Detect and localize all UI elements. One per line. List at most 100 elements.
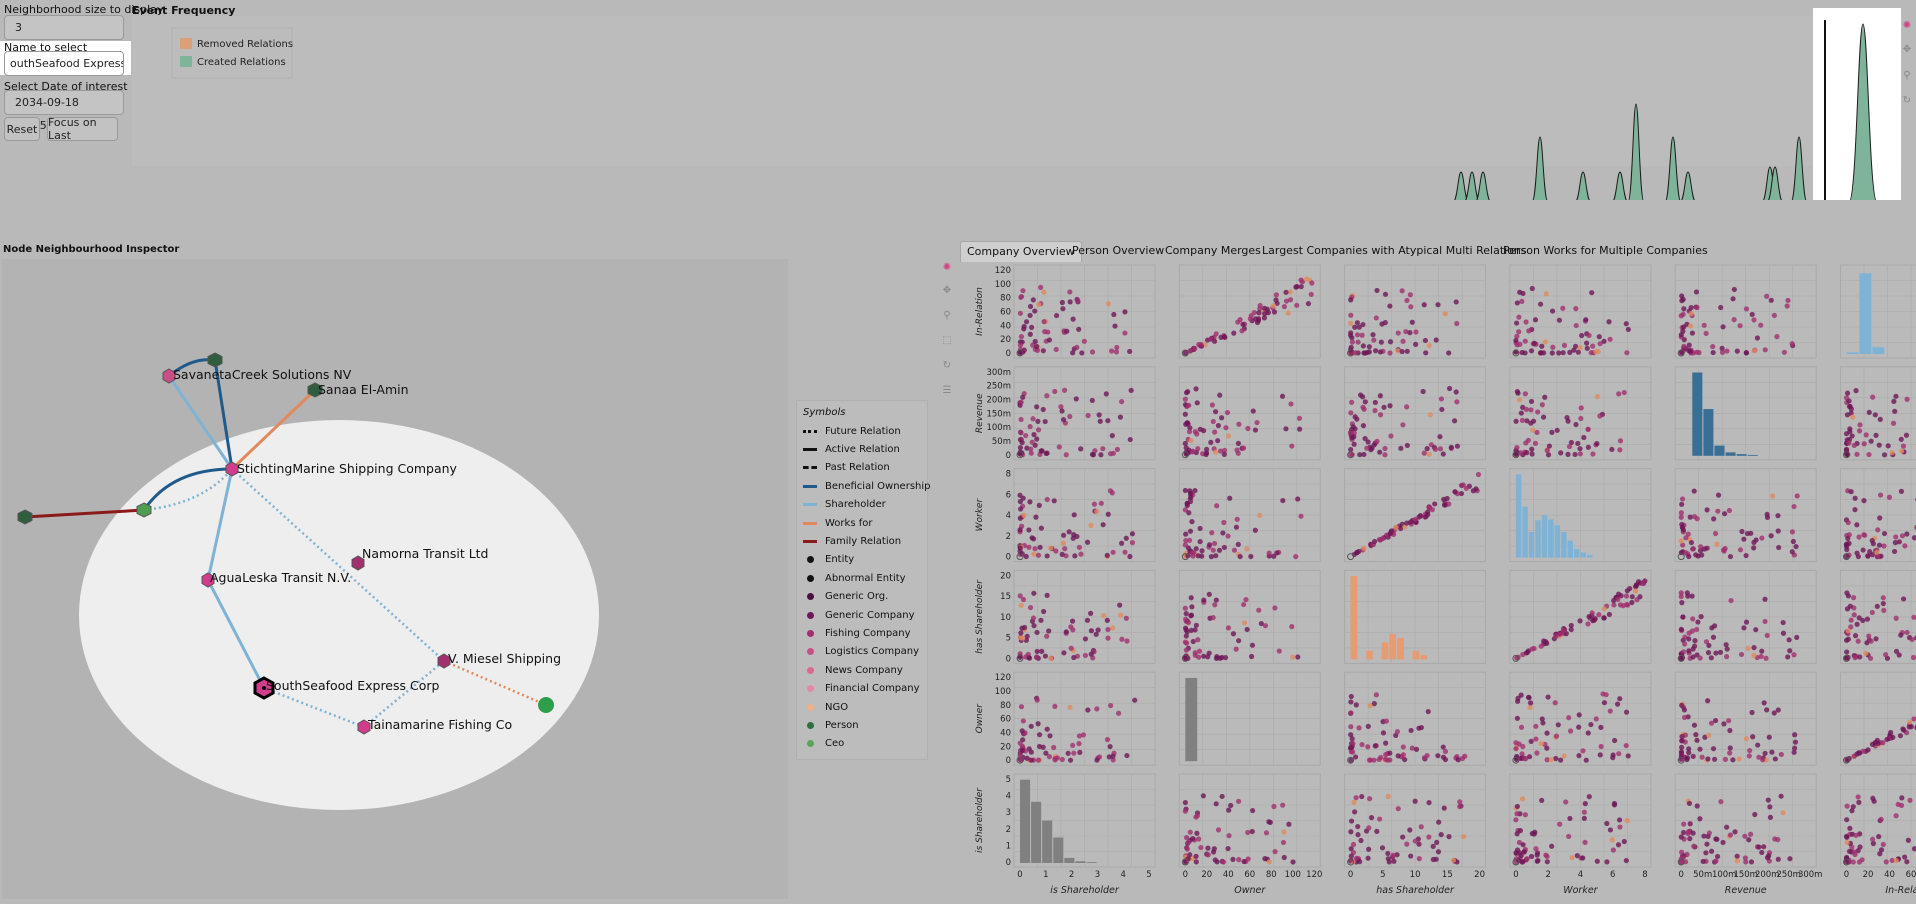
- scatter-point: [1759, 648, 1765, 654]
- matrix-cell-3-4[interactable]: [1674, 569, 1817, 664]
- matrix-cell-2-1[interactable]: [1178, 468, 1321, 563]
- scatter-point: [1213, 553, 1219, 559]
- name-select-input[interactable]: outhSeafood Express Corp: [4, 51, 124, 76]
- matrix-cell-1-1[interactable]: [1178, 366, 1321, 461]
- scatter-point: [1123, 535, 1129, 541]
- x-tick-label: 4: [1120, 870, 1125, 880]
- matrix-cell-1-0[interactable]: [1013, 366, 1156, 461]
- y-axis-label: Revenue: [975, 393, 985, 433]
- tab-person-works-multiple[interactable]: Person Works for Multiple Companies: [1503, 244, 1708, 257]
- scatter-point: [1241, 601, 1247, 608]
- scatter-point: [1021, 512, 1027, 518]
- event-frequency-chart[interactable]: Removed Relations Created Relations 2005…: [0, 0, 1916, 200]
- matrix-cell-5-2[interactable]: [1344, 773, 1487, 868]
- matrix-cell-4-3[interactable]: [1509, 671, 1652, 766]
- scatter-point: [1598, 743, 1604, 750]
- matrix-cell-3-0[interactable]: [1013, 569, 1156, 664]
- scatter-point: [1868, 638, 1874, 644]
- matrix-cell-5-1[interactable]: [1178, 773, 1321, 868]
- scatter-point: [1196, 648, 1203, 654]
- scatter-point: [1893, 393, 1899, 399]
- matrix-cell-3-3[interactable]: [1509, 569, 1652, 664]
- matrix-cell-3-1[interactable]: [1178, 569, 1321, 664]
- graph-pan-icon[interactable]: ✥: [942, 285, 952, 296]
- scatter-point: [1071, 654, 1077, 661]
- matrix-cell-0-2[interactable]: [1344, 264, 1487, 359]
- graph-reset-icon[interactable]: ↻: [942, 360, 952, 371]
- scatter-point: [1349, 736, 1355, 742]
- scatter-point: [1679, 496, 1686, 502]
- neighborhood-size-input[interactable]: 3: [4, 15, 124, 40]
- tab-company-merges[interactable]: Company Merges: [1165, 244, 1261, 257]
- scatter-point: [1891, 548, 1898, 555]
- scatter-point: [1722, 511, 1728, 517]
- scatter-point: [1412, 838, 1418, 844]
- matrix-cell-4-0[interactable]: [1013, 671, 1156, 766]
- scatter-point: [1395, 348, 1401, 354]
- matrix-cell-1-5[interactable]: [1840, 366, 1916, 461]
- scatter-point: [1460, 482, 1466, 488]
- matrix-cell-5-4[interactable]: [1674, 773, 1817, 868]
- matrix-cell-4-4[interactable]: [1674, 671, 1817, 766]
- matrix-cell-5-3[interactable]: [1509, 773, 1652, 868]
- scatter-point: [1762, 596, 1768, 602]
- matrix-cell-3-5[interactable]: [1840, 569, 1916, 664]
- matrix-cell-2-3[interactable]: [1509, 468, 1652, 563]
- matrix-cell-2-2[interactable]: [1344, 468, 1487, 563]
- scatter-point: [1684, 851, 1690, 858]
- matrix-cell-1-2[interactable]: [1344, 366, 1487, 461]
- matrix-cell-4-1[interactable]: [1178, 671, 1321, 766]
- scatter-point: [1188, 495, 1194, 501]
- x-tick-label: 0: [1678, 870, 1683, 880]
- matrix-cell-2-4[interactable]: [1674, 468, 1817, 563]
- reset-tool-icon[interactable]: ↻: [1902, 95, 1912, 106]
- matrix-cell-4-2[interactable]: [1344, 671, 1487, 766]
- scatter-matrix[interactable]: 020406080100120In-Relation050m100m150m20…: [960, 262, 1916, 904]
- scatter-point: [1185, 545, 1192, 551]
- scatter-point: [1044, 393, 1050, 399]
- node-graph[interactable]: SavanetaCreek Solutions NV Sanaa El-Amin…: [2, 259, 788, 899]
- matrix-cell-3-2[interactable]: [1344, 569, 1487, 664]
- scatter-point: [1708, 655, 1714, 661]
- scatter-point: [1532, 317, 1539, 323]
- graph-hover-icon[interactable]: ☰: [942, 385, 952, 396]
- scatter-point: [1280, 802, 1286, 808]
- matrix-cell-4-5[interactable]: [1840, 671, 1916, 766]
- scatter-point: [1548, 757, 1555, 763]
- graph-zoom-icon[interactable]: ⚲: [943, 310, 951, 321]
- matrix-cell-1-4[interactable]: [1674, 366, 1817, 461]
- legend-label: Logistics Company: [825, 646, 920, 658]
- scatter-point: [1566, 833, 1572, 840]
- scatter-point: [1044, 633, 1050, 639]
- matrix-cell-5-0[interactable]: [1013, 773, 1156, 868]
- matrix-cell-0-3[interactable]: [1509, 264, 1652, 359]
- tab-largest-companies[interactable]: Largest Companies with Atypical Multi Re…: [1262, 244, 1527, 257]
- x-tick-label: 0: [1183, 870, 1188, 880]
- scatter-point: [1213, 331, 1219, 337]
- matrix-cell-2-5[interactable]: [1840, 468, 1916, 563]
- matrix-cell-2-0[interactable]: [1013, 468, 1156, 563]
- reset-button[interactable]: Reset: [4, 117, 40, 141]
- focus-on-last-button[interactable]: Focus on Last: [47, 116, 118, 142]
- graph-select-icon[interactable]: ⬚: [942, 335, 952, 346]
- matrix-cell-5-5[interactable]: [1840, 773, 1916, 868]
- scatter-point: [1847, 603, 1853, 609]
- matrix-cell-0-1[interactable]: [1178, 264, 1321, 359]
- scatter-point: [1678, 510, 1684, 516]
- matrix-cell-0-4[interactable]: [1674, 264, 1817, 359]
- scatter-point: [1360, 321, 1366, 328]
- zoom-tool-icon[interactable]: ⚲: [1903, 70, 1911, 81]
- scatter-point: [1192, 487, 1198, 494]
- scatter-point: [1377, 393, 1383, 399]
- scatter-point: [1607, 708, 1613, 714]
- scatter-point: [1382, 291, 1389, 297]
- matrix-cell-0-5[interactable]: [1840, 264, 1916, 359]
- scatter-point: [1404, 348, 1410, 354]
- tab-company-overview[interactable]: Company Overview: [960, 241, 1082, 262]
- legend-label: Shareholder: [825, 499, 886, 511]
- tab-person-overview[interactable]: Person Overview: [1072, 244, 1165, 257]
- matrix-cell-1-3[interactable]: [1509, 366, 1652, 461]
- pan-tool-icon[interactable]: ✥: [1902, 44, 1912, 55]
- graph-nodes[interactable]: [17, 352, 554, 735]
- matrix-cell-0-0[interactable]: [1013, 264, 1156, 359]
